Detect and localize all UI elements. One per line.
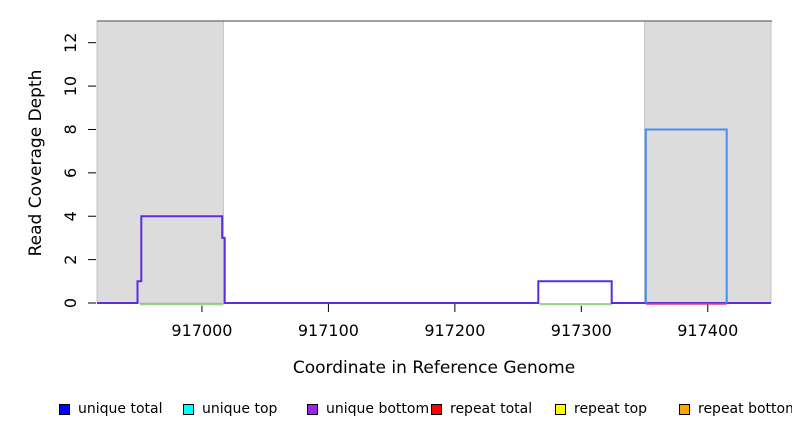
- series-unique-total-box: [644, 128, 728, 303]
- y-tick-label: 0: [61, 298, 80, 308]
- x-tick-label: 917000: [171, 321, 232, 340]
- y-axis-title: Read Coverage Depth: [26, 69, 46, 257]
- x-tick-label: 917100: [298, 321, 359, 340]
- shaded-region: [644, 20, 772, 304]
- x-tick-label: 917400: [677, 321, 738, 340]
- x-tick-label: 917300: [551, 321, 612, 340]
- shaded-region: [96, 20, 224, 304]
- y-tick-label: 10: [61, 76, 80, 96]
- y-tick-label: 2: [61, 255, 80, 265]
- y-tick-label: 8: [61, 124, 80, 134]
- y-tick-label: 12: [61, 33, 80, 53]
- y-tick-label: 6: [61, 168, 80, 178]
- series-unique-bottom-profile: [97, 215, 771, 304]
- y-tick-label: 4: [61, 211, 80, 221]
- x-axis-title: Coordinate in Reference Genome: [292, 358, 576, 378]
- x-tick-label: 917200: [424, 321, 485, 340]
